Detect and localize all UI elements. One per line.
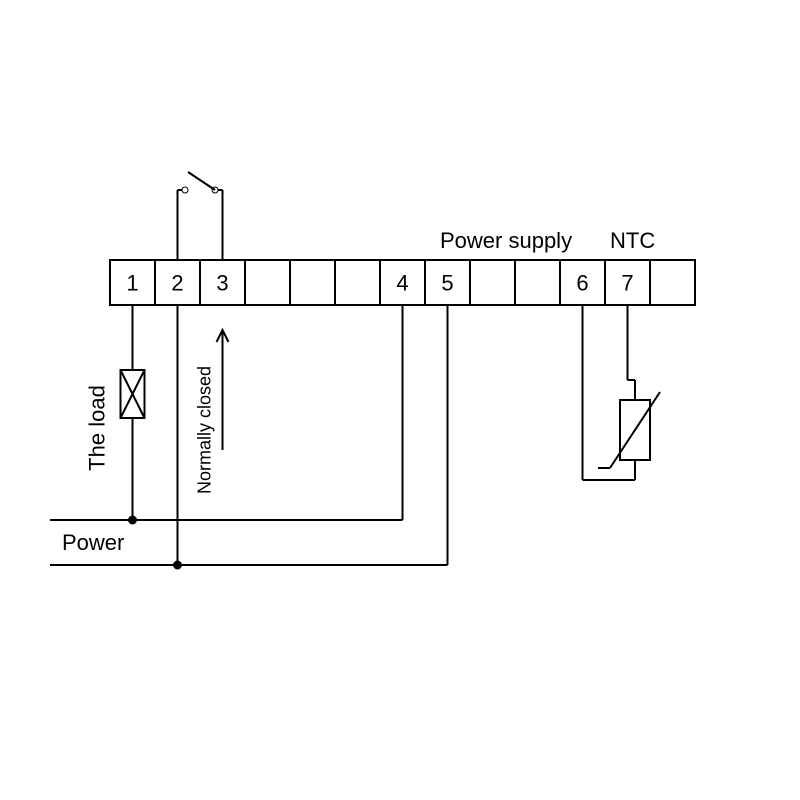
terminal-label-1: 1 — [126, 271, 138, 296]
wiring-diagram: 1 2 3 4 5 6 7 Power supply NTC Normally closed The… — [0, 0, 800, 800]
terminal-label-2: 2 — [171, 271, 183, 296]
terminal-label-7: 7 — [621, 271, 633, 296]
terminal-label-4: 4 — [396, 271, 408, 296]
load-label: The load — [85, 385, 110, 471]
terminal-label-5: 5 — [441, 271, 453, 296]
terminal-label-3: 3 — [216, 271, 228, 296]
terminal-label-6: 6 — [576, 271, 588, 296]
normally-closed-label: Normally closed — [195, 366, 215, 494]
top-label: Power supply — [440, 228, 572, 253]
power-label: Power — [62, 530, 124, 555]
top-label: NTC — [610, 228, 655, 253]
